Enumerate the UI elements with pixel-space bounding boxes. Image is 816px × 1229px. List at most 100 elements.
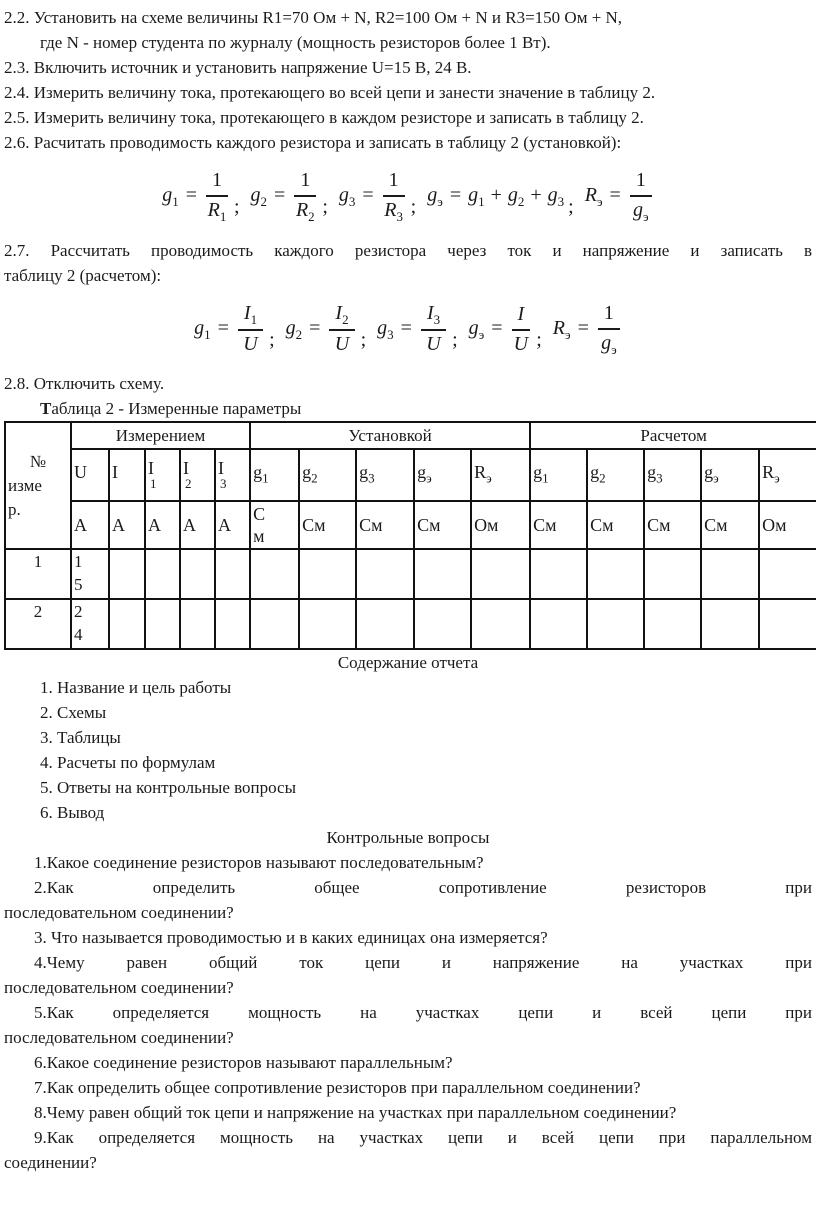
table-empty-cell [213,548,252,600]
question-item: 2.Как определить общее сопротивление рез… [4,875,812,925]
col-header-ge-set: gэ [413,448,473,502]
corner-line: р. [8,499,21,519]
question-line: последовательном соединении? [4,1028,234,1047]
report-item: 4. Расчеты по формулам [40,753,216,772]
table-empty-cell [758,598,816,650]
question-item: 3. Что называется проводимостью и в каки… [4,925,812,950]
corner-header-cell: № изме р. [4,421,72,550]
table-empty-cell [643,548,703,600]
table-row: 2 2 4 [4,598,816,650]
unit-cell: А [70,500,110,550]
report-item: 1. Название и цель работы [40,678,232,697]
table-empty-cell [179,598,216,650]
unit-cell: См [298,500,358,550]
procedure-line: таблицу 2 (расчетом): [4,266,162,285]
col-header-g1-set: g1 [249,448,301,502]
row-number-cell: 2 [4,598,72,650]
report-item: 2. Схемы [40,703,107,722]
report-item: 6. Вывод [40,803,105,822]
unit-cell: А [144,500,181,550]
col-header-g2-calc: g2 [586,448,646,502]
table-empty-cell [529,598,589,650]
unit-cell: А [213,500,252,550]
table-empty-cell [700,548,761,600]
table-title-text: аблица 2 - Измеренные параметры [51,399,302,418]
col-header-g2-set: g2 [298,448,358,502]
procedure-line: 2.7. Рассчитать проводимость каждого рез… [4,241,812,260]
question-line: 4.Чему равен общий ток цепи и напряжение… [34,953,812,972]
unit-cell: См [700,500,761,550]
measurements-table: № изме р. Измерением Установкой Расчетом… [4,421,816,650]
table-empty-cell [470,598,532,650]
col-header-g1-calc: g1 [529,448,589,502]
corner-line: изме [8,475,42,495]
table-title: Таблица 2 - Измеренные параметры [4,396,812,421]
table-empty-cell [298,598,358,650]
question-line: 9.Как определяется мощность на участках … [34,1128,812,1147]
unit-cell: См [586,500,646,550]
report-heading: Содержание отчета [337,653,479,672]
conductance-formula-set-by-current: g1 = I1 U; g2 = I2 U; g3 = I3 U; gэ = I U; Rэ = 1 gэ [4,301,812,356]
col-header-re-calc: Rэ [758,448,816,502]
col-header-re-set: Rэ [470,448,532,502]
table-empty-cell [586,548,646,600]
group-header-measured: Измерением [69,421,252,450]
row-number-cell: 1 [4,548,72,600]
question-line: 2.Как определить общее сопротивление рез… [34,878,812,897]
table-group-header-row: № изме р. Измерением Установкой Расчетом [4,421,816,550]
table-empty-cell [108,598,146,650]
unit-cell: См [643,500,703,550]
report-item: 3. Таблицы [40,728,121,747]
procedure-line: 2.3. Включить источник и установить напр… [4,58,472,77]
procedure-line: 2.8. Отключить схему. [4,374,165,393]
table-empty-cell [529,548,589,600]
unit-cell: А [179,500,216,550]
unit-cell: Ом [758,500,816,550]
table-title-first-letter: Т [40,399,52,418]
table-empty-cell [213,598,252,650]
procedure-item-2-5: 2.5. Измерить величину тока, протекающег… [4,105,812,130]
unit-cell: А [108,500,146,550]
table-empty-cell [355,598,416,650]
question-line: 1.Какое соединение резисторов называют п… [34,853,484,872]
question-line: 3. Что называется проводимостью и в каки… [34,928,548,947]
table-empty-cell [470,548,532,600]
procedure-line: 2.4. Измерить величину тока, протекающег… [4,83,656,102]
unit-cell: С м [249,500,301,550]
col-header-u: U [70,448,110,502]
col-header-ge-calc: gэ [700,448,761,502]
table-empty-cell [108,548,146,600]
table-empty-cell [413,598,473,650]
table-empty-cell [144,548,181,600]
procedure-line: 2.2. Установить на схеме величины R1=70 … [4,8,623,27]
question-item: 5.Как определяется мощность на участках … [4,1000,812,1050]
table-empty-cell [179,548,216,600]
group-header-calc: Расчетом [529,421,816,450]
voltage-value-cell: 2 4 [70,598,110,650]
question-line: соединении? [4,1153,97,1172]
table-row: 1 1 5 [4,548,816,600]
procedure-line: 2.6. Расчитать проводимость каждого рези… [4,133,622,152]
procedure-item-2-3: 2.3. Включить источник и установить напр… [4,55,812,80]
table-empty-cell [298,548,358,600]
report-item: 5. Ответы на контрольные вопросы [40,778,297,797]
table-empty-cell [643,598,703,650]
procedure-item-2-6: 2.6. Расчитать проводимость каждого рези… [4,130,812,155]
unit-cell: Ом [470,500,532,550]
question-line: последовательном соединении? [4,903,234,922]
procedure-item-2-7: 2.7. Рассчитать проводимость каждого рез… [4,238,812,288]
procedure-line: где N - номер студента по журналу (мощно… [40,33,551,52]
col-header-g3-set: g3 [355,448,416,502]
procedure-item-2-2: 2.2. Установить на схеме величины R1=70 … [4,5,812,55]
table-empty-cell [249,598,301,650]
question-line: 7.Как определить общее сопротивление рез… [34,1078,641,1097]
question-item: 4.Чему равен общий ток цепи и напряжение… [4,950,812,1000]
question-item: 1.Какое соединение резисторов называют п… [4,850,812,875]
table-empty-cell [700,598,761,650]
table-empty-cell [249,548,301,600]
